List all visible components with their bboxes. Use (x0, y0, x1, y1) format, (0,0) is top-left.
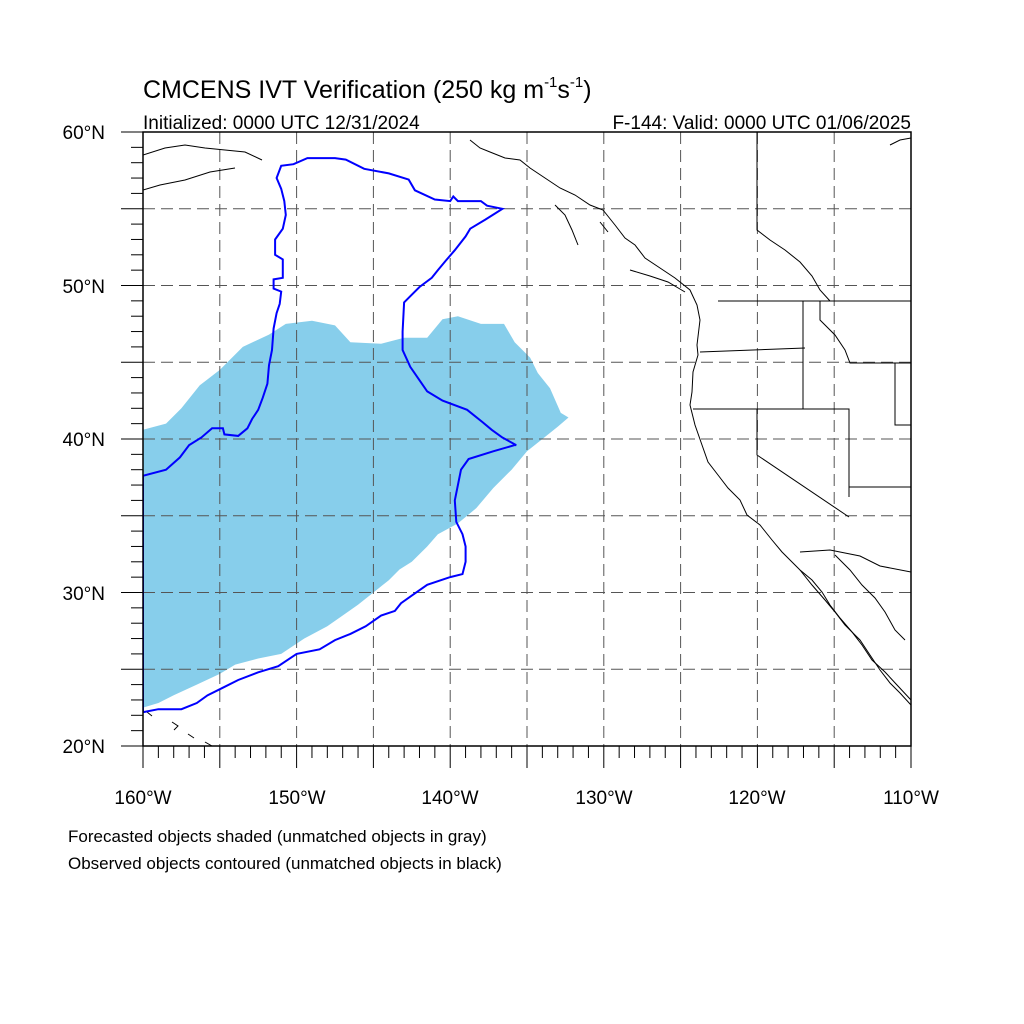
forecast-object-shading (143, 316, 569, 708)
longitude-labels: 160°W 150°W 140°W 130°W 120°W 110°W (114, 788, 939, 809)
lon-label-110w: 110°W (883, 788, 939, 809)
initialized-label: Initialized: 0000 UTC 12/31/2024 (143, 113, 420, 134)
caption-forecast: Forecasted objects shaded (unmatched obj… (68, 827, 487, 846)
map-grid (143, 132, 911, 746)
observed-object-contour (143, 157, 517, 714)
lon-label-130w: 130°W (575, 788, 632, 809)
lat-label-60: 60°N (63, 123, 105, 144)
coastlines-and-borders (143, 132, 911, 746)
latitude-labels: 20°N 30°N 40°N 50°N 60°N (63, 123, 105, 758)
figure-title: CMCENS IVT Verification (250 kg m-1s-1) (143, 74, 592, 104)
lon-label-140w: 140°W (421, 788, 478, 809)
lat-label-50: 50°N (63, 277, 105, 298)
lat-label-30: 30°N (63, 584, 105, 605)
valid-time-label: F-144: Valid: 0000 UTC 01/06/2025 (612, 113, 911, 134)
lon-label-120w: 120°W (728, 788, 785, 809)
lon-label-160w: 160°W (114, 788, 171, 809)
axis-ticks (121, 131, 912, 768)
lon-label-150w: 150°W (268, 788, 325, 809)
lat-label-20: 20°N (63, 737, 105, 758)
lat-label-40: 40°N (63, 430, 105, 451)
caption-observed: Observed objects contoured (unmatched ob… (68, 854, 502, 873)
